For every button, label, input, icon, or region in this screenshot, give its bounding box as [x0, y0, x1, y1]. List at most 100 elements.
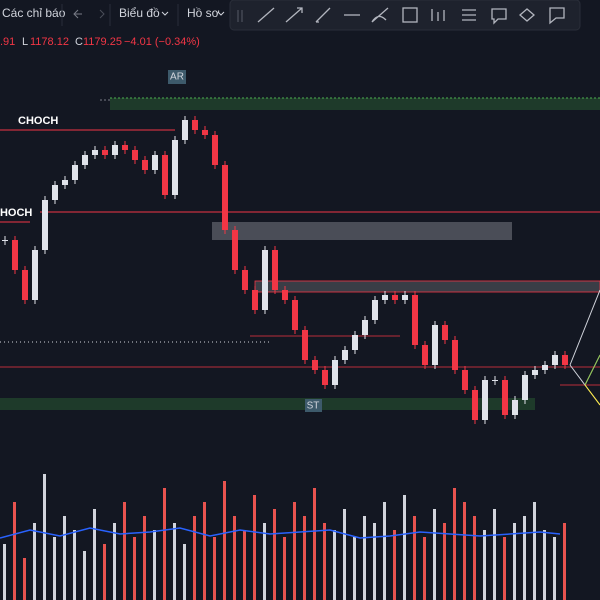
candle [482, 380, 488, 420]
undo-icon[interactable] [73, 9, 82, 19]
rectangle-tool[interactable] [402, 7, 418, 23]
volume-bar [503, 537, 506, 600]
volume-bar [423, 537, 426, 600]
volume-bar [223, 481, 226, 600]
volume-bar [33, 523, 36, 600]
volume-bar [413, 516, 416, 600]
volume-bar [243, 530, 246, 600]
volume-bar [383, 502, 386, 600]
volume-bar [83, 551, 86, 600]
candle [22, 270, 28, 300]
candle [392, 295, 398, 300]
candle [162, 155, 168, 195]
candle [202, 130, 208, 135]
legend-close-label: C [75, 36, 83, 48]
candle [562, 355, 568, 365]
candle [552, 355, 558, 365]
volume-bar [3, 544, 6, 600]
redo-icon[interactable] [99, 9, 105, 19]
volume-bar [143, 516, 146, 600]
st-label: ST [307, 401, 320, 412]
candle [112, 145, 118, 155]
note-tool[interactable] [549, 7, 565, 25]
ray-tool[interactable] [285, 7, 303, 23]
pattern-tool[interactable] [431, 9, 445, 21]
drawing-tools [237, 7, 565, 25]
volume-bar [303, 516, 306, 600]
trend-line-tool[interactable] [257, 7, 275, 23]
volume-bar [343, 509, 346, 600]
candle [322, 370, 328, 385]
legend-close: 1179.25 [83, 36, 122, 48]
callout-tool[interactable] [491, 8, 507, 25]
volume-bar [13, 502, 16, 600]
gray-zone [254, 280, 600, 293]
indicators-button[interactable]: Các chỉ báo [2, 6, 66, 20]
candle [262, 250, 268, 310]
chart-menu[interactable]: Biểu đồ [119, 6, 160, 20]
shape-tool[interactable] [519, 8, 535, 22]
ar-label: AR [170, 72, 184, 83]
volume-bar [333, 530, 336, 600]
volume-bar [93, 509, 96, 600]
volume-bar [473, 516, 476, 600]
drag-handle[interactable] [237, 10, 243, 22]
candle [292, 300, 298, 330]
candle [52, 185, 58, 200]
volume-bar [453, 488, 456, 600]
volume-bar [123, 502, 126, 600]
candle [192, 120, 198, 130]
label-box [305, 399, 322, 412]
extended-line-tool[interactable] [315, 7, 331, 23]
candle [62, 180, 68, 185]
volume-bar [113, 523, 116, 600]
volume-bar [513, 523, 516, 600]
candle [402, 295, 408, 300]
candle [152, 155, 158, 170]
volume-bar [163, 488, 166, 600]
volume-bar [53, 537, 56, 600]
candle [412, 295, 418, 345]
candle [342, 350, 348, 360]
candle [72, 165, 78, 180]
candle [532, 370, 538, 375]
chevron [161, 11, 169, 16]
volume-bar [533, 502, 536, 600]
fib-tool[interactable] [462, 9, 476, 21]
gray-zone [212, 222, 512, 240]
candle [102, 150, 108, 155]
volume-bar [433, 509, 436, 600]
brush-tool[interactable] [371, 7, 389, 23]
volume-bar [563, 523, 566, 600]
candle [282, 290, 288, 300]
candle [32, 250, 38, 300]
candle [132, 150, 138, 160]
candle [352, 335, 358, 350]
candle [212, 135, 218, 165]
candle [372, 300, 378, 320]
volume-bar [363, 516, 366, 600]
volume-bar [323, 523, 326, 600]
volume-bar [293, 502, 296, 600]
candle [542, 365, 548, 370]
volume-bar [403, 495, 406, 600]
candle [312, 360, 318, 370]
volume-bar [193, 516, 196, 600]
profile-menu[interactable]: Hồ sơ [187, 6, 220, 20]
volume-bar [103, 544, 106, 600]
legend-open: .91 [0, 36, 15, 48]
volume-bar [273, 509, 276, 600]
candle [42, 200, 48, 250]
candle [172, 140, 178, 195]
volume-bar [253, 495, 256, 600]
volume-bar [283, 537, 286, 600]
label-box [168, 70, 186, 84]
candle [92, 150, 98, 155]
demand-zone [0, 398, 535, 410]
volume-bar [263, 523, 266, 600]
candle [142, 160, 148, 170]
volume-bar [523, 516, 526, 600]
volume-bar [203, 502, 206, 600]
